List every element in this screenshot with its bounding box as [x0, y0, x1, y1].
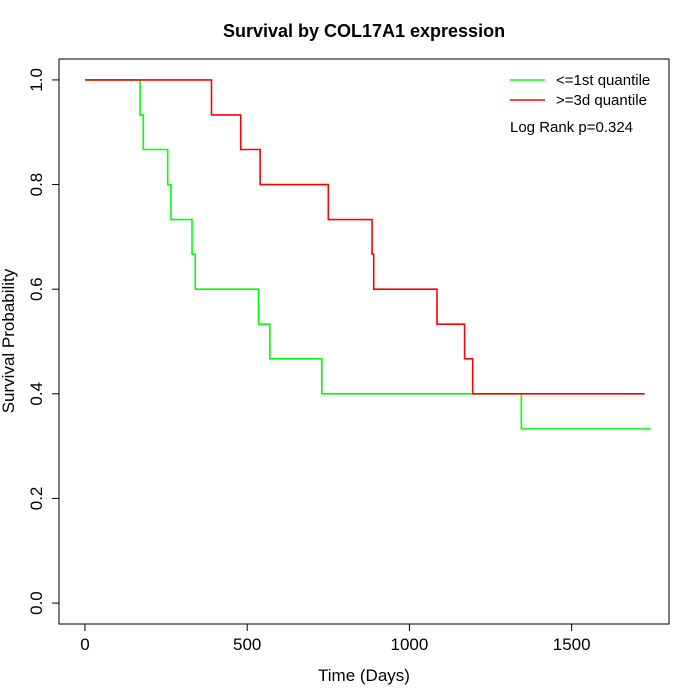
y-tick-label: 0.2: [27, 487, 46, 511]
legend-label-1: <=1st quantile: [556, 72, 650, 89]
y-tick-label: 1.0: [27, 68, 46, 92]
log-rank-annotation: Log Rank p=0.324: [510, 119, 633, 136]
survival-curve-2: [84, 79, 645, 395]
x-axis-label: Time (Days): [318, 666, 410, 685]
chart-title: Survival by COL17A1 expression: [223, 21, 505, 41]
legend-label-2: >=3d quantile: [556, 92, 647, 109]
y-axis-label: Survival Probability: [0, 268, 18, 413]
y-axis: 0.0 0.2 0.4 0.6 0.8 1.0: [27, 68, 60, 615]
survival-curve-1: [84, 79, 652, 430]
y-tick-label: 0.8: [27, 173, 46, 197]
x-tick-label: 500: [233, 635, 261, 654]
y-tick-label: 0.6: [27, 277, 46, 301]
x-axis: 0 500 1000 1500: [80, 623, 591, 654]
x-tick-label: 1500: [553, 635, 591, 654]
x-tick-label: 0: [80, 635, 89, 654]
y-tick-label: 0.4: [27, 382, 46, 406]
legend: <=1st quantile >=3d quantile: [510, 72, 650, 109]
y-tick-label: 0.0: [27, 591, 46, 615]
x-tick-label: 1000: [391, 635, 429, 654]
plot-frame: [58, 58, 670, 625]
survival-curves: [84, 79, 652, 430]
